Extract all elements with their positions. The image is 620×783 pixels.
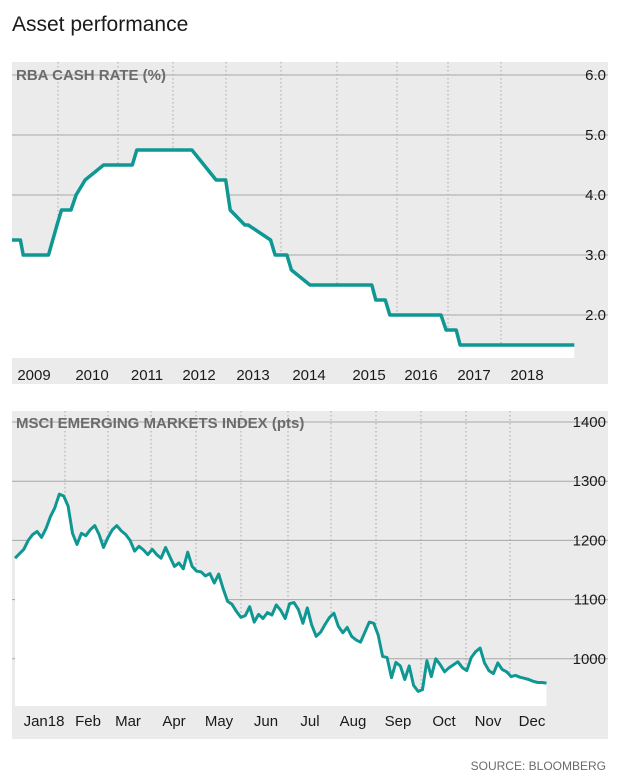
x-tick-label: Nov (475, 713, 502, 730)
x-tick-label: 2016 (404, 367, 437, 384)
y-tick-label: 3.0 (585, 247, 606, 264)
msci-index-line (13, 492, 547, 693)
msci-em-panel: MSCI EMERGING MARKETS INDEX (pts) 1400 13… (12, 411, 608, 739)
x-tick-label: Aug (340, 713, 367, 730)
rba-cash-rate-line (12, 148, 575, 347)
x-tick-label: 2017 (457, 367, 490, 384)
rba-panel-title: RBA CASH RATE (%) (16, 67, 166, 84)
y-tick-label: 5.0 (585, 127, 606, 144)
rba-cash-rate-panel: RBA CASH RATE (%) 6.0 5.0 4.0 3.0 2.0 2009 20… (12, 62, 608, 384)
x-tick-label: Mar (115, 713, 141, 730)
x-tick-label: Jun (254, 713, 278, 730)
x-tick-label: Dec (519, 713, 546, 730)
x-tick-label: 2011 (131, 367, 163, 384)
x-tick-label: Sep (385, 713, 412, 730)
y-tick-label: 1400 (573, 414, 606, 431)
x-tick-label: 2012 (182, 367, 215, 384)
x-tick-label: Jan18 (24, 713, 65, 730)
y-tick-label: 4.0 (585, 187, 606, 204)
y-tick-label: 1200 (573, 532, 606, 549)
x-tick-label: May (205, 713, 234, 730)
y-tick-label: 1000 (573, 651, 606, 668)
x-tick-label: 2015 (352, 367, 385, 384)
x-tick-label: Feb (75, 713, 101, 730)
msci-panel-title: MSCI EMERGING MARKETS INDEX (pts) (16, 415, 304, 432)
chart-title: Asset performance (12, 13, 188, 36)
x-tick-label: 2009 (17, 367, 50, 384)
source-note: SOURCE: BLOOMBERG (471, 759, 606, 773)
x-tick-label: Apr (162, 713, 185, 730)
x-tick-label: 2018 (510, 367, 543, 384)
y-tick-label: 6.0 (585, 67, 606, 84)
rba-area (12, 150, 575, 358)
x-tick-label: 2014 (292, 367, 325, 384)
y-tick-label: 1100 (574, 592, 606, 609)
x-tick-label: 2010 (75, 367, 108, 384)
y-tick-label: 2.0 (585, 307, 606, 324)
x-tick-label: 2013 (236, 367, 269, 384)
y-tick-label: 1300 (573, 473, 606, 490)
x-tick-label: Oct (432, 713, 456, 730)
x-tick-label: Jul (300, 713, 319, 730)
msci-area (15, 494, 547, 706)
